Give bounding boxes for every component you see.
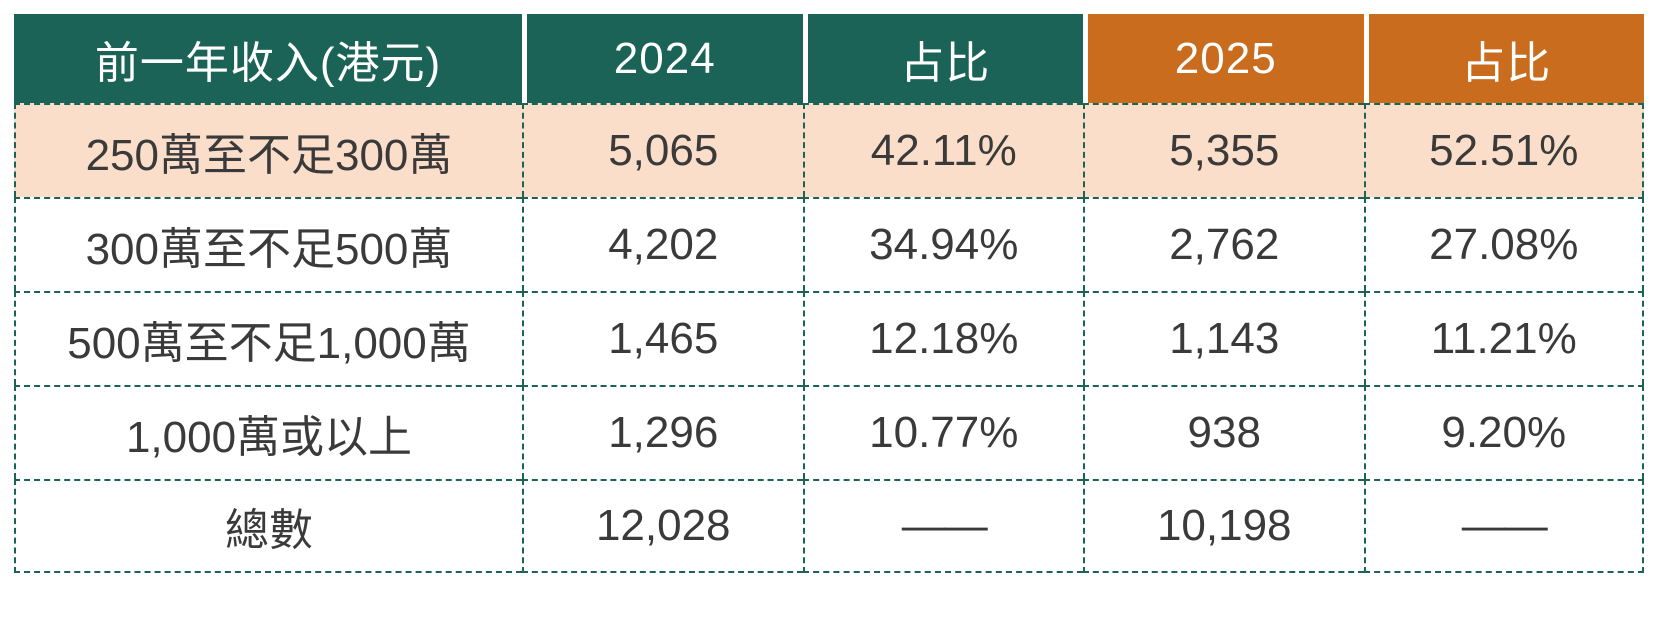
row3-count-2024: 1,465 bbox=[522, 291, 803, 385]
row3-income-bracket: 500萬至不足1,000萬 bbox=[14, 291, 522, 385]
row2-ratio-2024: 34.94% bbox=[802, 197, 1083, 291]
row1-income-bracket: 250萬至不足300萬 bbox=[14, 103, 522, 197]
row1-count-2024: 5,065 bbox=[522, 103, 803, 197]
row3-ratio-2025: 11.21% bbox=[1363, 291, 1644, 385]
row2-count-2024: 4,202 bbox=[522, 197, 803, 291]
row4-count-2025: 938 bbox=[1083, 385, 1364, 479]
header-ratio-2025: 占比 bbox=[1363, 14, 1644, 103]
income-comparison-table: 前一年收入(港元) 2024 占比 2025 占比 250萬至不足300萬 5,… bbox=[14, 14, 1644, 573]
row2-income-bracket: 300萬至不足500萬 bbox=[14, 197, 522, 291]
row1-count-2025: 5,355 bbox=[1083, 103, 1364, 197]
row4-count-2024: 1,296 bbox=[522, 385, 803, 479]
header-income-column: 前一年收入(港元) bbox=[14, 14, 522, 103]
row4-ratio-2025: 9.20% bbox=[1363, 385, 1644, 479]
header-year-2024: 2024 bbox=[522, 14, 803, 103]
row4-income-bracket: 1,000萬或以上 bbox=[14, 385, 522, 479]
row-total-ratio-2025: —— bbox=[1363, 479, 1644, 573]
header-ratio-2024: 占比 bbox=[802, 14, 1083, 103]
row1-ratio-2024: 42.11% bbox=[802, 103, 1083, 197]
header-year-2025: 2025 bbox=[1083, 14, 1364, 103]
row-total-label: 總數 bbox=[14, 479, 522, 573]
row-total-count-2025: 10,198 bbox=[1083, 479, 1364, 573]
row3-ratio-2024: 12.18% bbox=[802, 291, 1083, 385]
row2-ratio-2025: 27.08% bbox=[1363, 197, 1644, 291]
row-total-ratio-2024: —— bbox=[802, 479, 1083, 573]
row1-ratio-2025: 52.51% bbox=[1363, 103, 1644, 197]
row4-ratio-2024: 10.77% bbox=[802, 385, 1083, 479]
row3-count-2025: 1,143 bbox=[1083, 291, 1364, 385]
row-total-count-2024: 12,028 bbox=[522, 479, 803, 573]
row2-count-2025: 2,762 bbox=[1083, 197, 1364, 291]
